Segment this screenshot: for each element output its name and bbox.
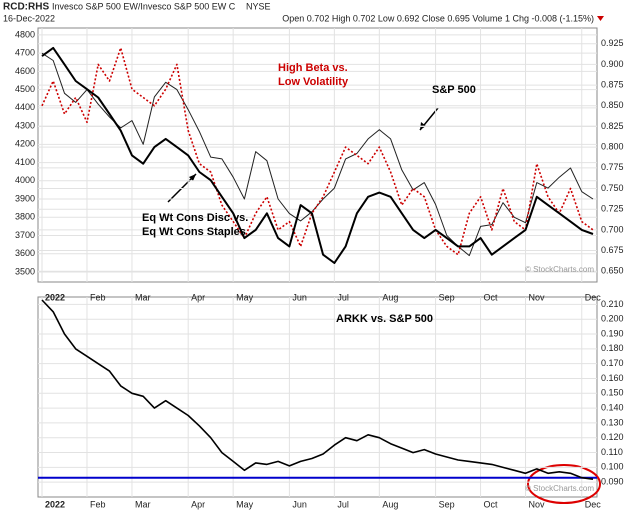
symbol: RCD:RHS [3, 2, 49, 13]
y-tick-label: 0.130 [601, 417, 624, 427]
arrow-head [189, 174, 196, 181]
x-tick-label: Apr [191, 499, 205, 509]
x-tick-label: Feb [90, 499, 106, 509]
y-tick-label: 4200 [15, 139, 35, 149]
x-tick-label: Sep [439, 292, 455, 302]
y-tick-label: 0.925 [601, 38, 624, 48]
annotation: S&P 500 [432, 84, 476, 96]
date: 16-Dec-2022 [3, 13, 55, 23]
data-line [41, 299, 594, 480]
x-tick-label: Nov [529, 499, 546, 509]
y-tick-label: 0.100 [601, 462, 624, 472]
y-tick-label: 0.180 [601, 343, 624, 353]
y-tick-label: 0.650 [601, 266, 624, 276]
y-tick-label: 0.150 [601, 388, 624, 398]
quote: Open 0.702 High 0.702 Low 0.692 Close 0.… [282, 13, 594, 23]
y-tick-label: 0.775 [601, 162, 624, 172]
watermark: © StockCharts.com [525, 484, 594, 493]
y-tick-label: 3600 [15, 248, 35, 258]
y-tick-label: 0.875 [601, 79, 624, 89]
y-tick-label: 4500 [15, 84, 35, 94]
x-tick-label: Sep [439, 499, 455, 509]
y-tick-label: 0.090 [601, 477, 624, 487]
watermark: © StockCharts.com [525, 265, 594, 274]
y-tick-label: 0.850 [601, 100, 624, 110]
x-tick-label: Jun [292, 499, 307, 509]
y-tick-label: 4600 [15, 66, 35, 76]
annotation: ARKK vs. S&P 500 [336, 313, 433, 325]
y-tick-label: 3500 [15, 266, 35, 276]
y-tick-label: 3800 [15, 212, 35, 222]
x-tick-label: Jun [292, 292, 307, 302]
symbol-name: Invesco S&P 500 EW/Invesco S&P 500 EW C [52, 1, 236, 11]
x-tick-label: Nov [529, 292, 546, 302]
x-tick-label: Mar [135, 292, 151, 302]
y-tick-label: 4100 [15, 157, 35, 167]
y-tick-label: 0.140 [601, 402, 624, 412]
y-tick-label: 0.725 [601, 204, 624, 214]
x-tick-label: Dec [585, 292, 602, 302]
annotation: Eq Wt Cons Disc vs. [142, 212, 248, 224]
data-line [41, 47, 594, 256]
y-tick-label: 0.800 [601, 142, 624, 152]
y-tick-label: 0.200 [601, 314, 624, 324]
top-plot-frame [37, 27, 598, 283]
y-tick-label: 3900 [15, 193, 35, 203]
y-tick-label: 4700 [15, 48, 35, 58]
x-tick-label: May [236, 292, 254, 302]
annotation: Low Volatility [278, 76, 349, 88]
y-tick-label: 4400 [15, 102, 35, 112]
y-tick-label: 0.190 [601, 328, 624, 338]
y-tick-label: 0.210 [601, 299, 624, 309]
y-tick-label: 0.900 [601, 59, 624, 69]
x-tick-label: Mar [135, 499, 151, 509]
x-tick-label: Dec [585, 499, 602, 509]
data-line [41, 46, 594, 264]
y-tick-label: 0.160 [601, 373, 624, 383]
exchange: NYSE [246, 1, 271, 11]
down-arrow-icon [597, 16, 604, 21]
annotation: High Beta vs. [278, 62, 348, 74]
y-tick-label: 4800 [15, 29, 35, 39]
y-tick-label: 0.120 [601, 432, 624, 442]
y-tick-label: 0.110 [601, 447, 623, 457]
y-tick-label: 4000 [15, 175, 35, 185]
highlight-ellipse [527, 464, 601, 504]
x-tick-label: 2022 [45, 499, 65, 509]
x-tick-label: Jul [337, 292, 349, 302]
y-tick-label: 0.700 [601, 224, 624, 234]
x-tick-label: Aug [382, 292, 398, 302]
y-tick-label: 4300 [15, 120, 35, 130]
bottom-plot-frame [37, 296, 598, 498]
x-tick-label: Aug [382, 499, 398, 509]
x-tick-label: Apr [191, 292, 205, 302]
x-tick-label: Oct [484, 292, 499, 302]
x-tick-label: Oct [484, 499, 499, 509]
y-tick-label: 0.675 [601, 245, 624, 255]
annotation: Eq Wt Cons Staples [142, 226, 246, 238]
y-tick-label: 3700 [15, 230, 35, 240]
x-tick-label: May [236, 499, 254, 509]
y-tick-label: 0.170 [601, 358, 624, 368]
x-tick-label: Jul [337, 499, 349, 509]
y-tick-label: 0.825 [601, 121, 624, 131]
y-tick-label: 0.750 [601, 183, 624, 193]
x-tick-label: Feb [90, 292, 106, 302]
x-tick-label: 2022 [45, 292, 65, 302]
